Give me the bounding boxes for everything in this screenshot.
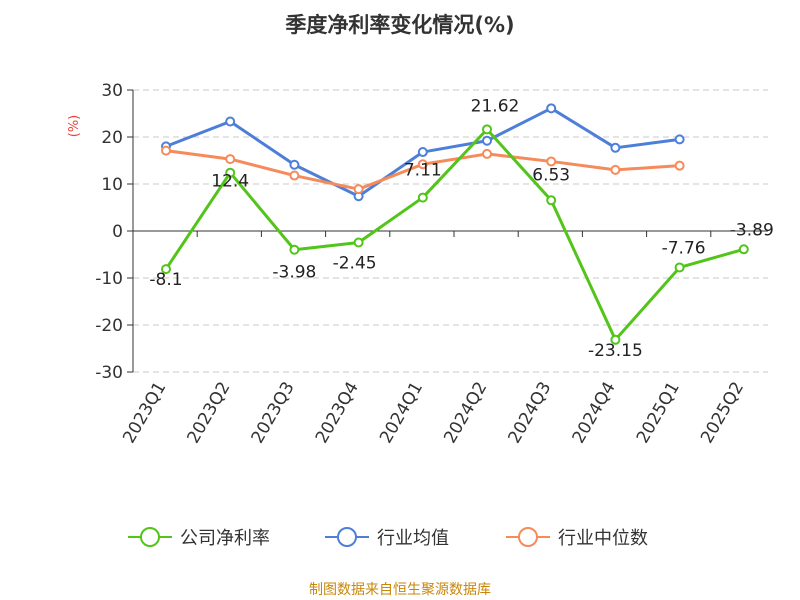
x-tick-label: 2024Q4 xyxy=(569,379,620,447)
x-tick-label: 2023Q2 xyxy=(183,379,234,447)
legend-swatch-marker xyxy=(140,527,160,547)
data-point xyxy=(417,159,428,170)
data-point xyxy=(674,262,685,273)
data-point xyxy=(161,145,171,156)
y-tick-label: 20 xyxy=(101,128,123,148)
data-label: -23.15 xyxy=(588,341,643,361)
data-label: -3.98 xyxy=(272,263,316,283)
x-tick-label: 2025Q1 xyxy=(633,379,684,447)
legend-label: 行业均值 xyxy=(377,528,449,549)
legend-label: 公司净利率 xyxy=(180,528,270,549)
data-point xyxy=(546,195,557,206)
data-point xyxy=(289,170,300,181)
series-lines xyxy=(161,103,749,345)
chart-title: 季度净利率变化情况(%) xyxy=(285,13,514,37)
data-point xyxy=(482,135,492,146)
data-point xyxy=(674,160,685,171)
data-label: -7.76 xyxy=(662,238,706,258)
legend: 公司净利率 行业均值 行业中位数 xyxy=(128,527,648,549)
y-tick-label: -20 xyxy=(95,316,123,336)
x-tick-label: 2023Q1 xyxy=(119,379,170,447)
data-label: 21.62 xyxy=(471,96,520,116)
legend-label: 行业中位数 xyxy=(558,528,648,549)
data-point xyxy=(610,142,621,153)
data-point xyxy=(225,116,236,127)
data-point xyxy=(610,334,621,345)
series-line-0 xyxy=(164,127,745,342)
data-point xyxy=(482,148,492,159)
data-point xyxy=(610,164,621,175)
y-axis-label: (%) xyxy=(67,115,82,138)
data-point xyxy=(417,192,428,203)
data-label: -2.45 xyxy=(333,254,377,274)
x-tick-label: 2023Q3 xyxy=(248,379,299,447)
data-point xyxy=(225,167,236,178)
x-tick-label: 2025Q2 xyxy=(697,379,748,447)
data-point xyxy=(353,237,364,248)
y-tick-label: 10 xyxy=(101,175,123,195)
x-tick-label: 2023Q4 xyxy=(312,379,363,447)
data-label: 12.4 xyxy=(211,172,249,192)
x-tick-label: 2024Q2 xyxy=(440,379,491,447)
data-point xyxy=(289,159,300,170)
legend-swatch-marker xyxy=(518,527,538,547)
data-point xyxy=(289,244,300,255)
data-point xyxy=(353,184,364,195)
x-tick-label: 2024Q1 xyxy=(376,379,427,447)
data-label: -3.89 xyxy=(730,220,774,240)
y-tick-label: 0 xyxy=(112,222,123,242)
data-point xyxy=(417,147,428,158)
data-point xyxy=(161,264,171,275)
data-point xyxy=(546,156,557,167)
data-point xyxy=(546,103,557,114)
data-point xyxy=(674,134,685,145)
y-tick-label: -30 xyxy=(95,363,123,383)
source-note: 制图数据来自恒生聚源数据库 xyxy=(309,582,491,598)
data-label: 6.53 xyxy=(532,165,570,185)
legend-swatch-marker xyxy=(337,527,357,547)
y-tick-label: -10 xyxy=(95,269,123,289)
data-label: 7.11 xyxy=(404,161,442,181)
data-point xyxy=(738,244,749,255)
data-point xyxy=(225,154,236,165)
x-tick-label: 2024Q3 xyxy=(504,379,555,447)
y-tick-label: 30 xyxy=(101,81,123,101)
data-labels: -8.1 12.4 -3.98 -2.45 7.11 21.62 6.53 -23.15 -7.… xyxy=(149,96,773,360)
data-label: -8.1 xyxy=(149,270,182,290)
data-point xyxy=(482,124,492,135)
